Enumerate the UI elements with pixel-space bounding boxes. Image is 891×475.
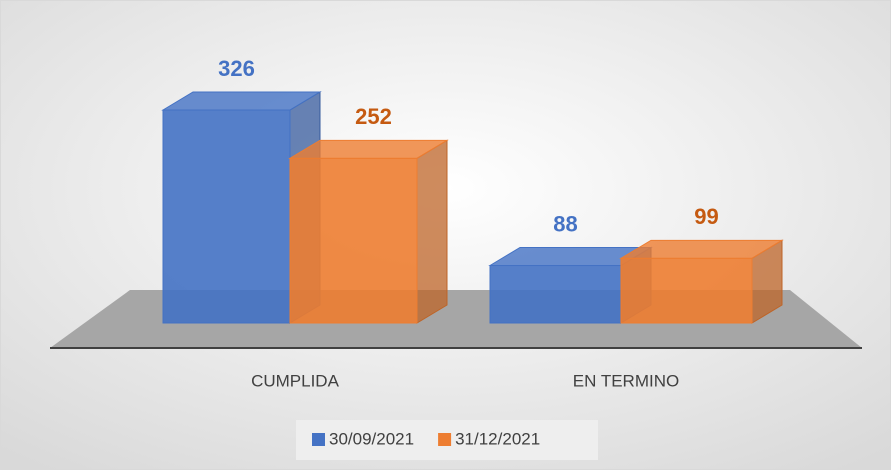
x-tick-label: CUMPLIDA — [251, 371, 340, 390]
bar-side — [416, 139, 448, 324]
legend-label: 31/12/2021 — [455, 429, 540, 448]
x-tick-label: EN TERMINO — [573, 371, 679, 390]
data-label: 88 — [553, 211, 577, 236]
bar — [620, 257, 753, 324]
bar — [289, 157, 418, 324]
data-label: 99 — [694, 204, 718, 229]
legend-swatch — [438, 433, 452, 446]
bar — [162, 109, 291, 324]
data-label: 252 — [355, 104, 392, 129]
bar — [489, 265, 622, 324]
legend-label: 30/09/2021 — [329, 429, 414, 448]
legend-swatch — [312, 433, 325, 446]
data-label: 326 — [218, 56, 255, 81]
